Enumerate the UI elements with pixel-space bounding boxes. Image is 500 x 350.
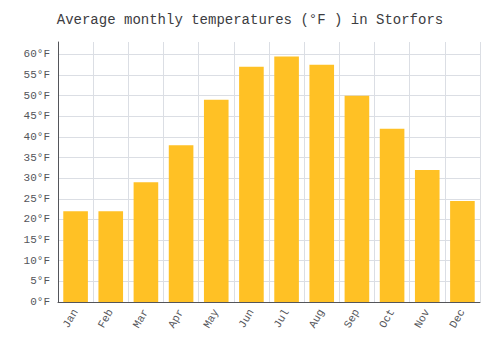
svg-text:20°F: 20°F [24,213,50,225]
svg-text:55°F: 55°F [24,69,50,81]
svg-text:Sep: Sep [342,307,362,330]
svg-text:Oct: Oct [377,307,397,330]
svg-text:Mar: Mar [131,307,151,330]
svg-text:Jun: Jun [236,307,256,330]
svg-text:May: May [201,307,221,330]
svg-text:10°F: 10°F [24,255,50,267]
svg-text:Nov: Nov [412,307,432,330]
svg-text:35°F: 35°F [24,152,50,164]
svg-text:50°F: 50°F [24,90,50,102]
svg-text:60°F: 60°F [24,48,50,60]
svg-text:Feb: Feb [96,307,116,330]
svg-text:5°F: 5°F [30,275,50,287]
svg-text:Jul: Jul [271,307,291,330]
svg-text:Average monthly temperatures (: Average monthly temperatures (°F ) in St… [57,12,443,28]
svg-text:Aug: Aug [307,307,327,330]
svg-text:30°F: 30°F [24,172,50,184]
svg-text:15°F: 15°F [24,234,50,246]
svg-text:25°F: 25°F [24,193,50,205]
svg-text:0°F: 0°F [30,296,50,308]
svg-text:Apr: Apr [166,307,186,330]
svg-text:40°F: 40°F [24,131,50,143]
svg-text:Jan: Jan [60,307,80,330]
svg-text:45°F: 45°F [24,110,50,122]
svg-text:Dec: Dec [447,307,467,330]
